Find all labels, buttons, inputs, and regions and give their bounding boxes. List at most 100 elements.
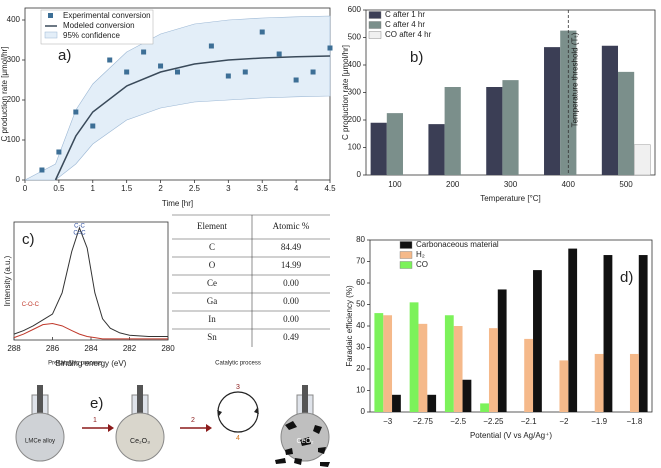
x-tick-label: 286 [46, 344, 60, 353]
x-tick-label: 400 [562, 180, 576, 189]
data-point [141, 49, 147, 55]
legend-label: C after 1 hr [385, 10, 425, 19]
x-tick-label: −2.1 [521, 417, 537, 426]
panel-e-art [15, 385, 330, 467]
bar [409, 302, 419, 412]
bar [533, 270, 542, 412]
bar [383, 315, 393, 412]
peak-label: C-O-C [22, 302, 40, 308]
node-label: CeO₂ [296, 438, 313, 445]
y-tick-label: 100 [348, 143, 362, 152]
spectrum-line [13, 322, 168, 340]
y-tick-label: 50 [356, 300, 365, 309]
legend-swatch [368, 21, 382, 29]
peak-label: C=C [73, 231, 86, 237]
data-point [208, 43, 214, 49]
legend-label: Modeled conversion [63, 21, 135, 30]
y-tick-label: 60 [356, 278, 365, 287]
bar [594, 353, 604, 412]
bar [629, 353, 639, 412]
node-label: Ce₂O₃ [130, 438, 150, 445]
x-tick-label: −2.75 [413, 417, 434, 426]
y-tick-label: 0 [16, 175, 21, 184]
table-header: Atomic % [273, 221, 310, 231]
bar [486, 87, 503, 175]
x-axis-title: Potential (V vs Ag/Ag⁺) [470, 431, 552, 440]
y-tick-label: 20 [356, 364, 365, 373]
table-cell: Ga [207, 296, 218, 306]
bar [386, 113, 403, 175]
x-axis-title: Temperature [°C] [480, 194, 541, 203]
table-cell: C [209, 242, 215, 252]
y-tick-label: 70 [356, 257, 365, 266]
bar [618, 71, 635, 175]
legend-swatch [368, 11, 382, 19]
x-tick-label: 2.5 [189, 184, 201, 193]
legend-swatch [399, 251, 413, 259]
legend-swatch [399, 261, 413, 269]
y-axis-title: Intensity (a.u.) [3, 255, 12, 306]
y-tick-label: 0 [361, 407, 366, 416]
data-point [73, 109, 79, 115]
x-tick-label: −1.8 [626, 417, 642, 426]
x-tick-label: 200 [446, 180, 460, 189]
panel-label: b) [410, 49, 423, 66]
y-axis-title: C production rate [μmol/hr] [341, 45, 350, 140]
y-tick-label: 30 [356, 343, 365, 352]
x-tick-label: 0.5 [53, 184, 65, 193]
bar [568, 248, 578, 412]
step-label: 4 [236, 435, 240, 442]
data-point [293, 77, 299, 83]
bar [524, 338, 534, 412]
table-header: Element [197, 221, 227, 231]
data-point [158, 63, 164, 69]
x-tick-label: −3 [383, 417, 393, 426]
y-axis-title: Faradaic efficiency (%) [345, 285, 354, 367]
table-cell: 84.49 [281, 242, 302, 252]
y-tick-label: 400 [348, 60, 362, 69]
data-point [175, 69, 180, 75]
bar [502, 80, 519, 175]
x-tick-label: 1.5 [121, 184, 133, 193]
data-point [310, 69, 316, 75]
x-axis-title: Time [hr] [162, 199, 193, 208]
bar [428, 124, 445, 175]
bar [633, 144, 651, 176]
bar [444, 87, 461, 175]
x-tick-label: 500 [619, 180, 633, 189]
panel-label: d) [620, 269, 633, 286]
data-point [124, 69, 130, 75]
table-cell: Sn [207, 332, 217, 342]
data-point [242, 69, 248, 75]
x-tick-label: 288 [7, 344, 21, 353]
data-point [259, 29, 265, 35]
step-label: 1 [93, 417, 97, 424]
x-tick-label: 2 [158, 184, 163, 193]
y-tick-label: 40 [356, 321, 365, 330]
table-cell: 0.49 [283, 332, 299, 342]
legend-swatch [399, 241, 413, 249]
table-cell: Ce [207, 278, 217, 288]
panel-label: e) [90, 395, 103, 412]
bar [603, 255, 613, 412]
legend-label: Experimental conversion [63, 11, 151, 20]
bar [488, 328, 498, 412]
x-tick-label: −1.9 [591, 417, 607, 426]
data-point [56, 149, 62, 155]
bar [480, 403, 489, 412]
data-point [90, 123, 96, 129]
legend-label: H₂ [416, 250, 425, 259]
y-tick-label: 200 [348, 115, 362, 124]
panel-label: a) [58, 47, 71, 64]
step-label: 2 [191, 417, 195, 424]
legend-label: Carbonaceous material [416, 240, 499, 249]
y-tick-label: 600 [348, 5, 362, 14]
table-cell: 14.99 [281, 260, 302, 270]
bar [559, 360, 569, 412]
x-tick-label: 0 [23, 184, 28, 193]
x-tick-label: 1 [91, 184, 96, 193]
data-point [39, 167, 45, 173]
legend-label: C after 4 hr [385, 20, 425, 29]
annotation: Temperature threshold (Tₜ) [570, 32, 579, 127]
y-tick-label: 500 [348, 33, 362, 42]
